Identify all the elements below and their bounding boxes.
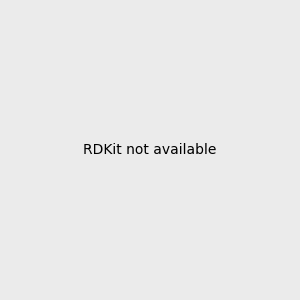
Text: RDKit not available: RDKit not available — [83, 143, 217, 157]
